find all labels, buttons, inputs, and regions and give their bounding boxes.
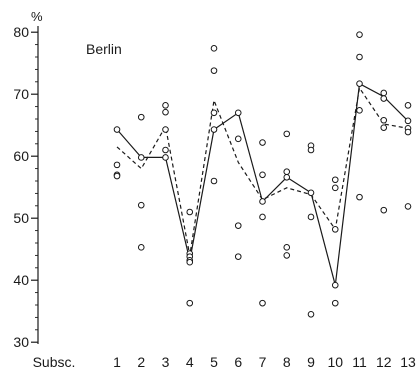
data-point (331, 299, 339, 307)
data-point (283, 252, 291, 259)
data-point (113, 172, 121, 180)
x-tick-label: 3 (162, 354, 170, 370)
data-point (404, 117, 412, 125)
y-axis: 30 40 50 60 70 80 % (13, 9, 43, 350)
data-point (307, 311, 315, 318)
data-point (186, 258, 194, 266)
data-point (356, 53, 363, 61)
data-point (404, 203, 412, 210)
data-point (283, 168, 291, 175)
data-point (234, 135, 242, 143)
data-point (113, 161, 121, 169)
data-point (404, 128, 412, 136)
data-point (259, 299, 266, 307)
data-point (307, 189, 315, 197)
data-point (162, 108, 169, 116)
data-point (356, 80, 363, 87)
y-tick-label: 70 (13, 86, 29, 102)
data-point (259, 213, 266, 221)
y-tick-label: 80 (13, 24, 29, 40)
data-point (259, 198, 266, 205)
y-tick-label: 50 (13, 210, 29, 226)
data-point (137, 113, 145, 121)
y-tick-label: 40 (13, 272, 29, 288)
data-point (259, 139, 266, 146)
data-point (162, 102, 169, 109)
x-tick-label: 13 (400, 354, 416, 370)
data-point (380, 206, 388, 214)
x-tick-labels: 1 2 3 4 5 6 7 8 9 10 11 12 13 (113, 354, 416, 370)
series-lines (116, 82, 409, 286)
data-point (380, 95, 388, 102)
x-tick-label: 2 (137, 354, 145, 370)
data-point (210, 109, 218, 117)
x-tick-label: 6 (234, 354, 242, 370)
x-tick-label: 10 (327, 354, 343, 370)
data-point (210, 177, 218, 185)
data-point (380, 89, 388, 97)
data-point (210, 45, 218, 52)
data-point (380, 116, 388, 124)
x-tick-label: 1 (113, 354, 121, 370)
individual-points (113, 31, 412, 318)
x-axis-title: Subsc. (33, 354, 76, 370)
y-tick-label: 30 (13, 334, 29, 350)
data-point (380, 124, 388, 131)
data-point (356, 31, 363, 38)
data-point (162, 126, 169, 133)
data-point (307, 146, 315, 154)
data-point (113, 126, 121, 133)
data-point (234, 222, 242, 229)
y-tick-label: 60 (13, 148, 29, 164)
data-point (331, 226, 339, 233)
data-point (186, 208, 194, 216)
x-axis: Subsc. 1 2 3 4 5 6 7 8 9 10 11 12 13 (33, 354, 416, 370)
x-tick-label: 7 (259, 354, 267, 370)
x-tick-label: 12 (376, 354, 392, 370)
x-tick-label: 11 (352, 354, 367, 370)
y-unit-label: % (31, 9, 43, 24)
x-tick-label: 9 (307, 354, 315, 370)
data-point (283, 244, 291, 251)
data-point (210, 126, 218, 133)
data-point (162, 154, 169, 161)
y-axis-ticks: 30 40 50 60 70 80 (13, 24, 38, 350)
data-point (234, 109, 242, 117)
data-point (331, 184, 339, 192)
data-point (186, 299, 194, 307)
data-point (162, 146, 169, 154)
x-tick-label: 5 (210, 354, 218, 370)
data-point (307, 213, 315, 221)
data-point (234, 253, 242, 260)
data-point (404, 102, 412, 109)
data-point (283, 130, 291, 138)
data-point (331, 176, 339, 184)
data-point (331, 281, 339, 289)
x-tick-label: 4 (186, 354, 194, 370)
data-point (137, 244, 145, 251)
series-line-solid (116, 82, 409, 286)
data-point (259, 171, 266, 179)
x-tick-label: 8 (283, 354, 291, 370)
data-point (137, 201, 145, 209)
annotation-berlin: Berlin (86, 41, 122, 57)
data-point (283, 173, 291, 181)
data-point (356, 193, 363, 201)
data-point (137, 154, 145, 161)
data-point (210, 67, 218, 74)
data-point (356, 107, 363, 114)
